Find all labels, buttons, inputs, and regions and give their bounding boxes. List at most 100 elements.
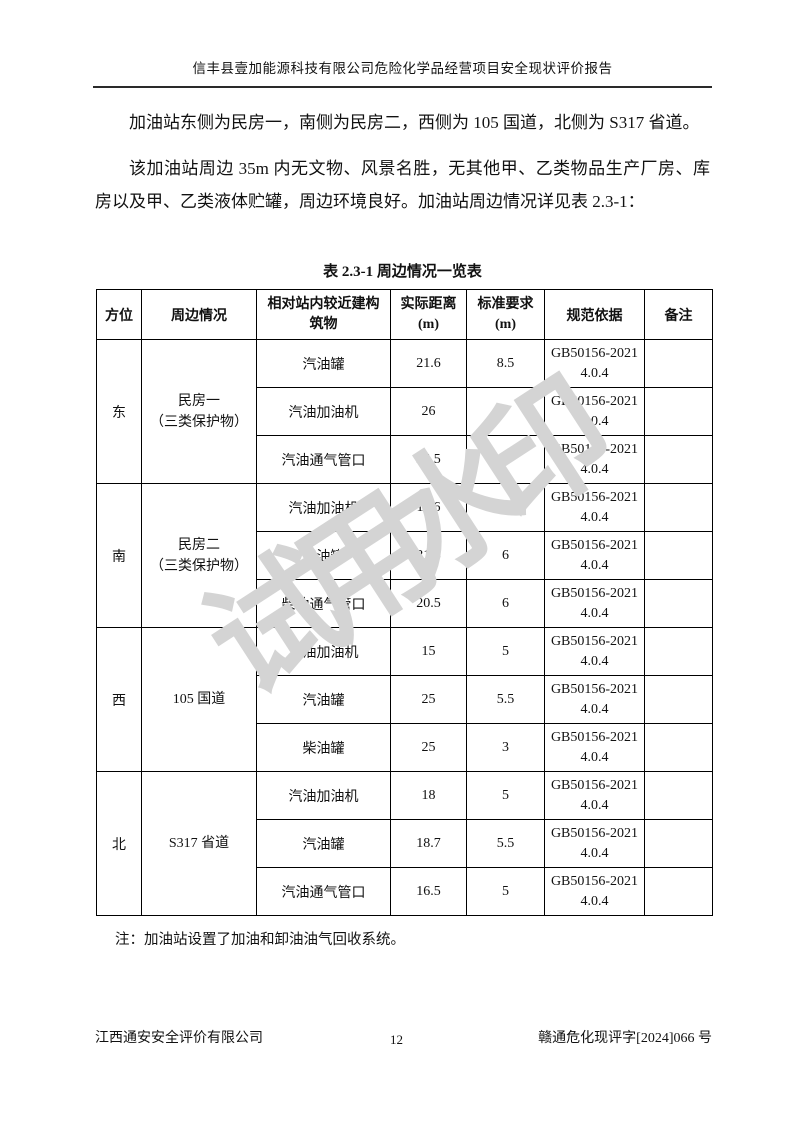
table-row: 汽油通气管口 16.5 5 GB50156-2021 4.0.4 — [97, 867, 713, 916]
remark-cell — [644, 627, 713, 676]
structure-cell: 柴油罐 — [256, 531, 391, 580]
actual-distance-cell: 18 — [390, 771, 467, 820]
basis-line1: GB50156-2021 — [550, 537, 639, 553]
direction-cell: 北 — [96, 771, 142, 916]
table-row: 柴油通气管口 20.5 6 GB50156-2021 4.0.4 — [97, 579, 713, 628]
actual-distance-cell: 20.5 — [390, 579, 467, 628]
remark-cell — [644, 579, 713, 628]
basis-line1: GB50156-2021 — [550, 345, 639, 361]
structure-cell: 汽油罐 — [256, 675, 391, 724]
structure-cell: 汽油加油机 — [256, 387, 391, 436]
required-distance-cell: 7 — [466, 483, 545, 532]
footer-doc-number: 赣通危化现评字[2024]066 号 — [538, 1031, 712, 1046]
actual-distance-cell: 16.5 — [390, 867, 467, 916]
actual-distance-cell: 15 — [390, 627, 467, 676]
col-header-surrounding: 周边情况 — [141, 289, 257, 340]
basis-line1: GB50156-2021 — [550, 441, 639, 457]
remark-cell — [644, 867, 713, 916]
actual-distance-cell: 18.7 — [390, 819, 467, 868]
required-distance-cell: 5 — [466, 867, 545, 916]
direction-cell: 东 — [96, 339, 142, 484]
col-header-required-distance: 标准要求 (m) — [466, 289, 545, 340]
basis-line1: GB50156-2021 — [550, 873, 639, 889]
basis-line2: 4.0.4 — [580, 365, 609, 381]
table-note: 注：加油站设置了加油和卸油油气回收系统。 — [115, 932, 405, 948]
col-header-direction: 方位 — [96, 289, 142, 340]
basis-line1: GB50156-2021 — [550, 825, 639, 841]
remark-cell — [644, 483, 713, 532]
table-row: 柴油罐 25 3 GB50156-2021 4.0.4 — [97, 723, 713, 772]
col-header-required-line2: (m) — [495, 316, 516, 332]
direction-cell: 西 — [96, 627, 142, 772]
basis-cell: GB50156-2021 4.0.4 — [544, 723, 645, 772]
basis-cell: GB50156-2021 4.0.4 — [544, 771, 645, 820]
actual-distance-cell: 21.8 — [390, 531, 467, 580]
structure-cell: 汽油罐 — [256, 819, 391, 868]
table-row: 汽油通气管口 25.5 7 GB50156-2021 4.0.4 — [97, 435, 713, 484]
basis-line1: GB50156-2021 — [550, 585, 639, 601]
basis-line2: 4.0.4 — [580, 509, 609, 525]
table-row: 汽油罐 18.7 5.5 GB50156-2021 4.0.4 — [97, 819, 713, 868]
required-distance-cell: 8.5 — [466, 339, 545, 388]
basis-cell: GB50156-2021 4.0.4 — [544, 579, 645, 628]
required-distance-cell: 6 — [466, 531, 545, 580]
surrounding-line1: 民房一 — [178, 393, 220, 409]
col-header-structure: 相对站内较近建构 筑物 — [256, 289, 391, 340]
table-row: 汽油加油机 26 7 GB50156-2021 4.0.4 — [97, 387, 713, 436]
remark-cell — [644, 819, 713, 868]
remark-cell — [644, 531, 713, 580]
basis-cell: GB50156-2021 4.0.4 — [544, 483, 645, 532]
basis-line2: 4.0.4 — [580, 701, 609, 717]
structure-cell: 柴油通气管口 — [256, 579, 391, 628]
col-header-required-line1: 标准要求 — [477, 296, 534, 312]
remark-cell — [644, 771, 713, 820]
table-header-row: 方位 周边情况 相对站内较近建构 筑物 实际距离 (m) 标准要求 (m) 规范… — [96, 289, 713, 340]
basis-line1: GB50156-2021 — [550, 681, 639, 697]
surrounding-line1: 民房二 — [178, 537, 220, 553]
actual-distance-cell: 11.6 — [390, 483, 467, 532]
required-distance-cell: 5 — [466, 627, 545, 676]
col-header-remark: 备注 — [644, 289, 713, 340]
actual-distance-cell: 25 — [390, 723, 467, 772]
table-title: 表 2.3-1 周边情况一览表 — [323, 264, 482, 280]
basis-line1: GB50156-2021 — [550, 729, 639, 745]
actual-distance-cell: 21.6 — [390, 339, 467, 388]
structure-cell: 汽油罐 — [256, 339, 391, 388]
remark-cell — [644, 387, 713, 436]
structure-cell: 汽油通气管口 — [256, 867, 391, 916]
basis-cell: GB50156-2021 4.0.4 — [544, 675, 645, 724]
basis-cell: GB50156-2021 4.0.4 — [544, 819, 645, 868]
col-header-actual-line1: 实际距离 — [400, 296, 457, 312]
col-header-actual-line2: (m) — [418, 316, 439, 332]
remark-cell — [644, 675, 713, 724]
surrounding-line2: （三类保护物） — [150, 558, 248, 574]
remark-cell — [644, 339, 713, 388]
structure-cell: 汽油加油机 — [256, 627, 391, 676]
actual-distance-cell: 25.5 — [390, 435, 467, 484]
table-row: 北 S317 省道 汽油加油机 18 5 GB50156-2021 4.0.4 — [96, 771, 713, 916]
basis-line2: 4.0.4 — [580, 797, 609, 813]
table-row: 南 民房二 （三类保护物） 汽油加油机 11.6 7 GB50156-2021 … — [96, 483, 713, 628]
remark-cell — [644, 723, 713, 772]
table-row: 汽油罐 25 5.5 GB50156-2021 4.0.4 — [97, 675, 713, 724]
col-header-actual-distance: 实际距离 (m) — [390, 289, 467, 340]
remark-cell — [644, 435, 713, 484]
basis-line1: GB50156-2021 — [550, 777, 639, 793]
paragraph-1: 加油站东侧为民房一，南侧为民房二，西侧为 105 国道，北侧为 S317 省道。 — [129, 113, 700, 132]
surrounding-cell: 民房一 （三类保护物） — [141, 339, 257, 484]
table-row: 东 民房一 （三类保护物） 汽油罐 21.6 8.5 GB50156-2021 … — [96, 339, 713, 484]
surrounding-cell: 民房二 （三类保护物） — [141, 483, 257, 628]
surroundings-table: 方位 周边情况 相对站内较近建构 筑物 实际距离 (m) 标准要求 (m) 规范… — [96, 289, 713, 916]
footer-company: 江西通安安全评价有限公司 — [95, 1031, 263, 1046]
basis-cell: GB50156-2021 4.0.4 — [544, 627, 645, 676]
page-header: 信丰县壹加能源科技有限公司危险化学品经营项目安全现状评价报告 — [93, 57, 712, 88]
required-distance-cell: 3 — [466, 723, 545, 772]
structure-cell: 柴油罐 — [256, 723, 391, 772]
col-header-structure-line1: 相对站内较近建构 — [267, 296, 380, 312]
surrounding-line1: S317 省道 — [168, 836, 230, 851]
required-distance-cell: 7 — [466, 387, 545, 436]
page-header-title: 信丰县壹加能源科技有限公司危险化学品经营项目安全现状评价报告 — [192, 61, 613, 76]
basis-line2: 4.0.4 — [580, 749, 609, 765]
basis-line2: 4.0.4 — [580, 845, 609, 861]
